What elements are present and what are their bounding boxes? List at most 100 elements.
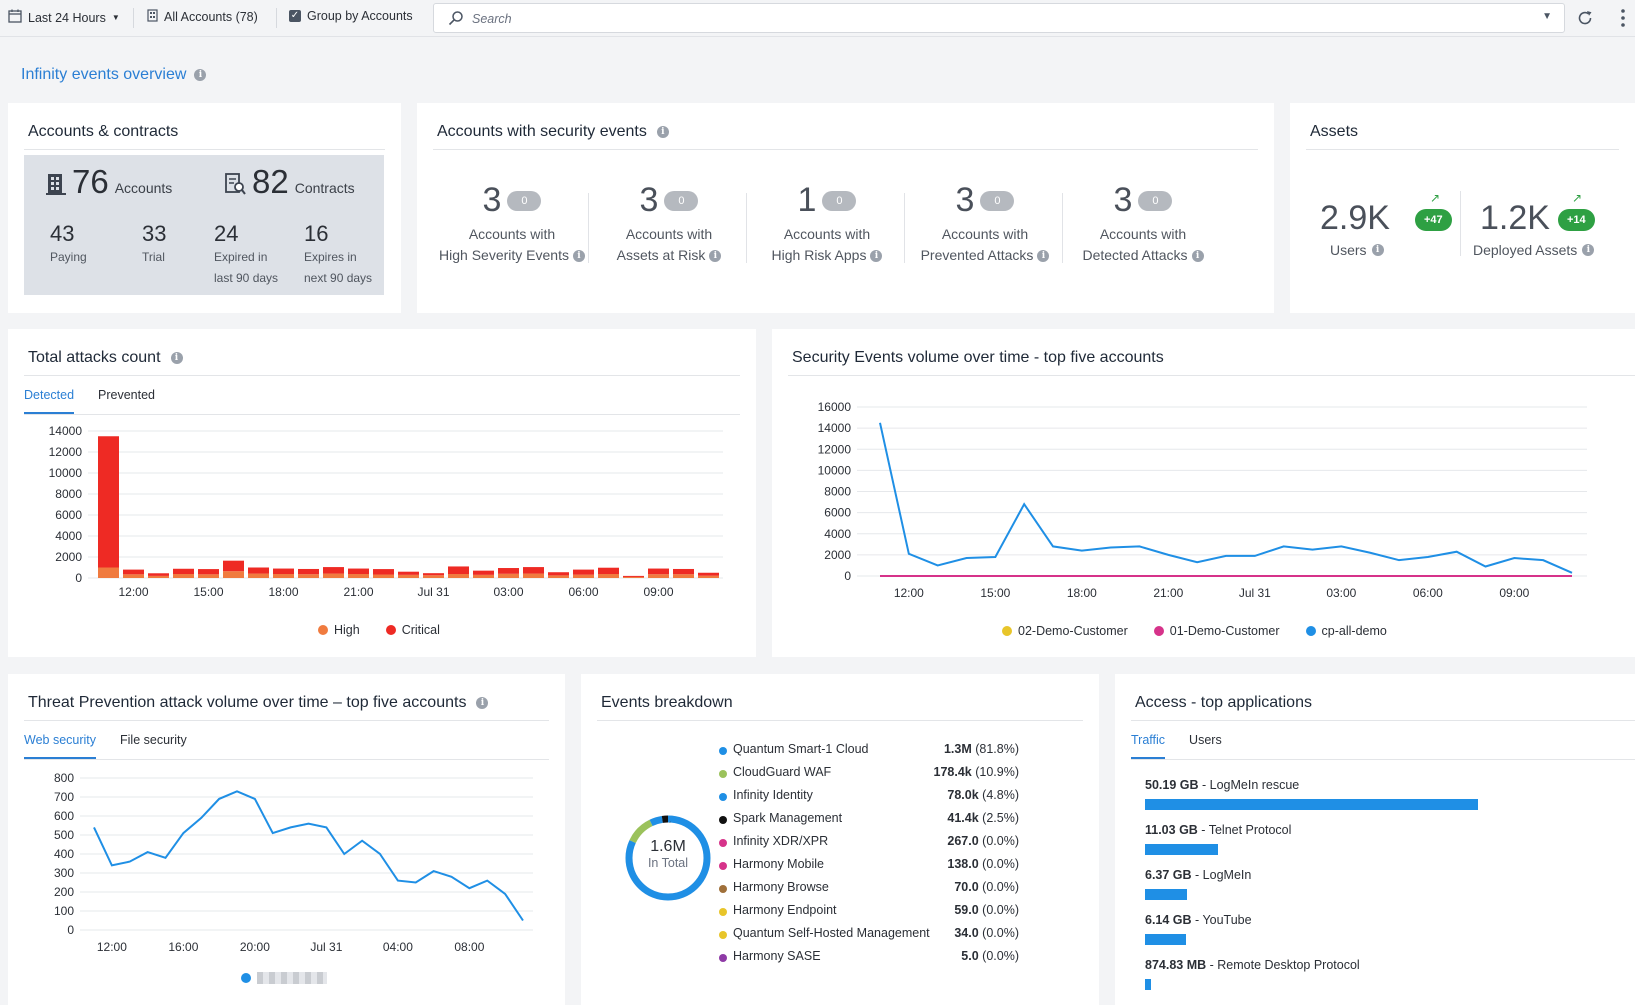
app-row[interactable]: 11.03 GB - Telnet Protocol [1145, 823, 1292, 837]
security-event-stat[interactable]: 1 0 Accounts with High Risk Apps i [747, 181, 907, 266]
tab-traffic[interactable]: Traffic [1131, 733, 1166, 759]
info-icon[interactable]: i [476, 697, 489, 709]
bar-segment[interactable] [598, 567, 619, 575]
bar-segment[interactable] [298, 574, 319, 578]
bar-segment[interactable] [398, 574, 419, 578]
bar-segment[interactable] [398, 571, 419, 575]
bar-segment[interactable] [648, 574, 669, 578]
info-icon[interactable]: i [656, 126, 669, 138]
bar-segment[interactable] [173, 574, 194, 578]
bar-segment[interactable] [623, 576, 644, 578]
info-icon[interactable]: i [1582, 244, 1595, 256]
bar-segment[interactable] [198, 569, 219, 575]
bar-segment[interactable] [123, 574, 144, 578]
info-icon[interactable]: i [1191, 249, 1204, 262]
bar-segment[interactable] [348, 568, 369, 575]
app-row[interactable]: 6.14 GB - YouTube [1145, 913, 1252, 927]
app-row[interactable]: 874.83 MB - Remote Desktop Protocol [1145, 958, 1360, 972]
info-icon[interactable]: i [709, 249, 722, 262]
tab-users[interactable]: Users [1189, 733, 1222, 747]
bar-segment[interactable] [198, 574, 219, 578]
bar-segment[interactable] [223, 571, 244, 578]
breakdown-row[interactable]: Harmony Browse 70.0 (0.0%) [719, 880, 1019, 902]
info-icon[interactable]: i [1371, 244, 1384, 256]
tab-file-security[interactable]: File security [120, 733, 187, 747]
legend-critical[interactable]: Critical [385, 623, 440, 637]
bar-segment[interactable] [473, 574, 494, 578]
breakdown-row[interactable]: Quantum Smart-1 Cloud 1.3M (81.8%) [719, 742, 1019, 764]
bar-segment[interactable] [698, 575, 719, 578]
app-row[interactable]: 6.37 GB - LogMeIn [1145, 868, 1252, 882]
bar-segment[interactable] [573, 574, 594, 578]
bar-segment[interactable] [498, 573, 519, 578]
breakdown-row[interactable]: CloudGuard WAF 178.4k (10.9%) [719, 765, 1019, 787]
security-event-stat[interactable]: 3 0 Accounts with High Severity Events i [432, 181, 592, 266]
group-by-accounts-checkbox[interactable]: ✓ Group by Accounts [289, 9, 413, 23]
bar-segment[interactable] [523, 567, 544, 574]
bar-segment[interactable] [98, 436, 119, 568]
breakdown-row[interactable]: Infinity XDR/XPR 267.0 (0.0%) [719, 834, 1019, 856]
bar-segment[interactable] [448, 574, 469, 578]
bar-segment[interactable] [173, 568, 194, 575]
bar-segment[interactable] [373, 574, 394, 578]
info-icon[interactable]: i [572, 249, 585, 262]
legend-high[interactable]: High [318, 623, 360, 637]
info-icon[interactable]: i [1037, 249, 1050, 262]
bar-segment[interactable] [348, 574, 369, 578]
bar-segment[interactable] [548, 572, 569, 576]
bar-segment[interactable] [498, 568, 519, 574]
bar-segment[interactable] [423, 575, 444, 578]
breakdown-row[interactable]: Infinity Identity 78.0k (4.8%) [719, 788, 1019, 810]
bar-segment[interactable] [298, 568, 319, 575]
bar-segment[interactable] [648, 568, 669, 575]
bar-segment[interactable] [548, 575, 569, 578]
security-event-stat[interactable]: 3 0 Accounts with Prevented Attacks i [905, 181, 1065, 266]
breakdown-row[interactable]: Spark Management 41.4k (2.5%) [719, 811, 1019, 833]
bar-segment[interactable] [698, 572, 719, 576]
bar-segment[interactable] [523, 573, 544, 578]
bar-segment[interactable] [573, 569, 594, 575]
donut-slice[interactable] [625, 815, 711, 901]
bar-segment[interactable] [673, 574, 694, 578]
bar-segment[interactable] [623, 575, 644, 577]
tab-web-security[interactable]: Web security [24, 733, 97, 759]
bar-segment[interactable] [423, 573, 444, 576]
search-dropdown-icon[interactable]: ▼ [1542, 11, 1552, 22]
security-event-stat[interactable]: 3 0 Accounts with Detected Attacks i [1063, 181, 1223, 266]
breakdown-row[interactable]: Quantum Self-Hosted Management 34.0 (0.0%… [719, 926, 1019, 948]
breakdown-row[interactable]: Harmony Endpoint 59.0 (0.0%) [719, 903, 1019, 925]
legend-02-demo-customer[interactable]: 02-Demo-Customer [1002, 624, 1128, 638]
bar-segment[interactable] [248, 567, 269, 574]
bar-segment[interactable] [248, 573, 269, 578]
bar-segment[interactable] [223, 560, 244, 572]
series-line[interactable] [879, 422, 1573, 574]
series-line[interactable] [93, 790, 524, 922]
bar-segment[interactable] [273, 574, 294, 578]
bar-segment[interactable] [148, 575, 169, 578]
info-icon[interactable]: i [194, 69, 207, 81]
bar-segment[interactable] [323, 567, 344, 574]
time-range-dropdown[interactable]: Last 24 Hours ▼ [8, 9, 120, 26]
bar-segment[interactable] [448, 566, 469, 575]
bar-segment[interactable] [373, 569, 394, 575]
bar-segment[interactable] [123, 569, 144, 575]
bar-segment[interactable] [323, 573, 344, 578]
bar-segment[interactable] [473, 570, 494, 575]
bar-segment[interactable] [98, 567, 119, 579]
tab-detected[interactable]: Detected [24, 388, 75, 414]
more-options-icon[interactable] [1620, 8, 1626, 33]
breakdown-row[interactable]: Harmony Mobile 138.0 (0.0%) [719, 857, 1019, 879]
search-input[interactable]: Search ▼ [433, 3, 1565, 33]
bar-segment[interactable] [273, 568, 294, 575]
info-icon[interactable]: i [170, 352, 183, 364]
app-row[interactable]: 50.19 GB - LogMeIn rescue [1145, 778, 1300, 792]
refresh-icon[interactable] [1576, 9, 1594, 32]
accounts-selector[interactable]: All Accounts (78) [147, 9, 258, 25]
info-icon[interactable]: i [870, 249, 883, 262]
bar-segment[interactable] [673, 568, 694, 575]
legend-01-demo-customer[interactable]: 01-Demo-Customer [1153, 624, 1280, 638]
legend-cp-all-demo[interactable]: cp-all-demo [1305, 624, 1387, 638]
bar-segment[interactable] [148, 573, 169, 576]
tab-prevented[interactable]: Prevented [98, 388, 156, 402]
security-event-stat[interactable]: 3 0 Accounts with Assets at Risk i [589, 181, 749, 266]
